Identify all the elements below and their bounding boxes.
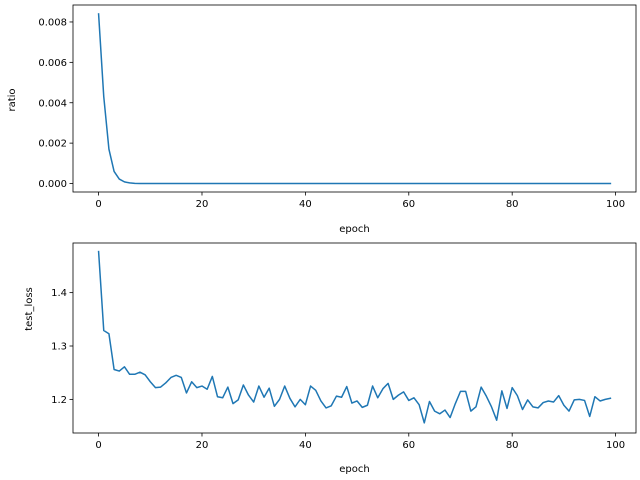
y-tick-label: 1.3: [51, 342, 67, 353]
x-tick-label: 40: [299, 440, 312, 451]
axes-frame: [72, 242, 637, 434]
x-axis-label: epoch: [339, 224, 369, 235]
y-tick-label: 1.2: [51, 395, 67, 406]
axes-frame: [72, 4, 637, 193]
y-tick-label: 0.004: [38, 98, 67, 109]
x-tick-label: 60: [402, 440, 415, 451]
x-tick-label: 100: [606, 199, 625, 210]
series-line: [97, 13, 612, 185]
x-tick-label: 100: [606, 440, 625, 451]
x-tick-label: 0: [95, 440, 101, 451]
x-tick-label: 20: [196, 440, 209, 451]
y-tick-label: 0.006: [38, 58, 67, 69]
y-tick-label: 0.002: [38, 139, 67, 150]
test-loss-chart: epoch test_loss 0 20 40 60 80 100 1.2 1.3 1.4: [24, 242, 637, 475]
ratio-chart: epoch ratio 0 20 40 60 80 100 0.000 0.002 0.004 0…: [7, 4, 637, 235]
x-axis-label: epoch: [339, 464, 369, 475]
x-tick-label: 60: [402, 199, 415, 210]
y-tick-label: 1.4: [51, 288, 67, 299]
x-tick-label: 80: [506, 199, 519, 210]
x-tick-label: 40: [299, 199, 312, 210]
y-axis-label: ratio: [7, 88, 18, 111]
y-tick-label: 0.008: [38, 18, 67, 29]
x-tick-label: 0: [95, 199, 101, 210]
y-tick-label: 0.000: [38, 179, 67, 190]
x-tick-label: 80: [506, 440, 519, 451]
x-tick-label: 20: [196, 199, 209, 210]
y-axis-label: test_loss: [24, 287, 35, 331]
series-line: [97, 250, 612, 424]
